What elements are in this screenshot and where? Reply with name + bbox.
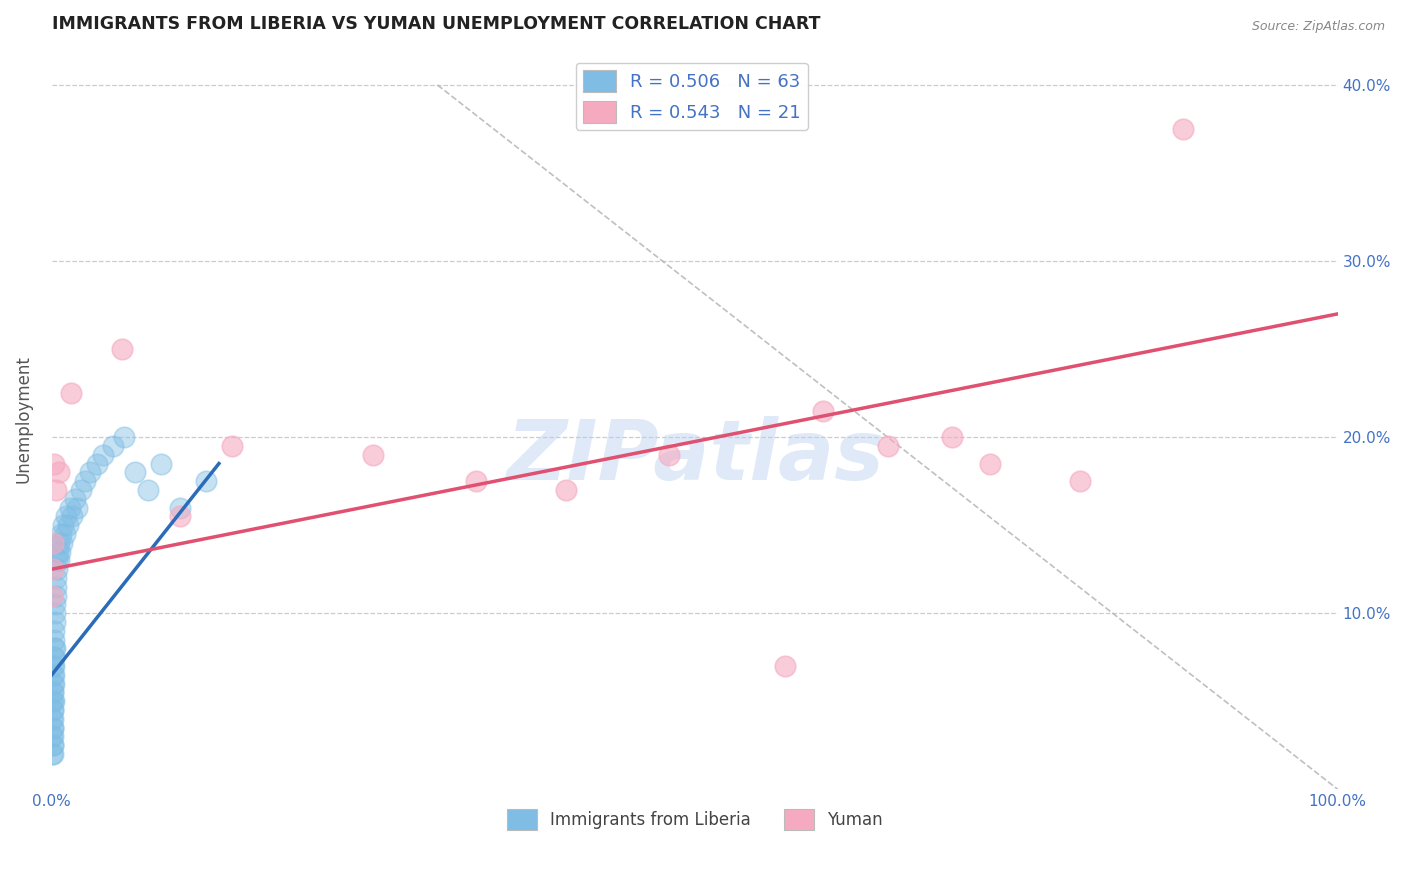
Point [112, 430, 135, 444]
Point [42, 659, 65, 673]
Point [42, 676, 65, 690]
Point [91, 448, 114, 462]
Point [221, 439, 243, 453]
Point [42, 721, 65, 735]
Point [41, 712, 63, 726]
Point [361, 448, 384, 462]
Point [44, 598, 66, 612]
Point [49, 527, 72, 541]
Point [66, 500, 89, 515]
Point [42, 685, 65, 699]
Point [44, 650, 66, 665]
Point [45, 483, 67, 497]
Point [41, 721, 63, 735]
Point [52, 518, 75, 533]
Point [111, 342, 134, 356]
Point [773, 659, 796, 673]
Text: ZIPatlas: ZIPatlas [506, 416, 883, 497]
Point [55, 509, 77, 524]
Point [53, 527, 76, 541]
Point [44, 615, 66, 629]
Point [45, 571, 67, 585]
Text: Source: ZipAtlas.com: Source: ZipAtlas.com [1251, 20, 1385, 33]
Point [42, 730, 65, 744]
Point [42, 676, 65, 690]
Point [42, 694, 65, 708]
Point [42, 694, 65, 708]
Y-axis label: Unemployment: Unemployment [15, 356, 32, 483]
Point [42, 747, 65, 761]
Point [42, 712, 65, 726]
Point [195, 474, 218, 488]
Point [41, 589, 63, 603]
Point [941, 430, 963, 444]
Point [124, 466, 146, 480]
Point [876, 439, 898, 453]
Point [45, 589, 67, 603]
Point [44, 457, 66, 471]
Point [465, 474, 488, 488]
Point [48, 553, 70, 567]
Point [63, 491, 86, 506]
Point [41, 694, 63, 708]
Point [75, 474, 97, 488]
Point [44, 606, 66, 620]
Point [169, 500, 191, 515]
Point [60, 509, 83, 524]
Point [46, 553, 69, 567]
Point [1069, 474, 1091, 488]
Point [41, 738, 63, 752]
Point [44, 624, 66, 638]
Point [42, 562, 65, 576]
Point [42, 667, 65, 681]
Point [42, 641, 65, 656]
Point [45, 562, 67, 576]
Point [42, 685, 65, 699]
Point [56, 518, 79, 533]
Point [45, 580, 67, 594]
Point [41, 747, 63, 761]
Point [42, 667, 65, 681]
Point [44, 632, 66, 647]
Legend: Immigrants from Liberia, Yuman: Immigrants from Liberia, Yuman [501, 803, 890, 837]
Point [59, 500, 82, 515]
Point [1173, 122, 1195, 136]
Point [70, 483, 93, 497]
Point [136, 483, 159, 497]
Point [42, 738, 65, 752]
Point [44, 641, 66, 656]
Point [46, 544, 69, 558]
Point [51, 535, 73, 549]
Point [813, 403, 835, 417]
Point [555, 483, 578, 497]
Point [42, 650, 65, 665]
Point [60, 386, 83, 401]
Point [48, 535, 70, 549]
Point [79, 466, 101, 480]
Point [42, 703, 65, 717]
Text: IMMIGRANTS FROM LIBERIA VS YUMAN UNEMPLOYMENT CORRELATION CHART: IMMIGRANTS FROM LIBERIA VS YUMAN UNEMPLO… [52, 15, 820, 33]
Point [42, 535, 65, 549]
Point [169, 509, 191, 524]
Point [49, 544, 72, 558]
Point [48, 466, 70, 480]
Point [979, 457, 1001, 471]
Point [103, 439, 125, 453]
Point [42, 659, 65, 673]
Point [41, 730, 63, 744]
Point [42, 703, 65, 717]
Point [150, 457, 173, 471]
Point [86, 457, 108, 471]
Point [658, 448, 681, 462]
